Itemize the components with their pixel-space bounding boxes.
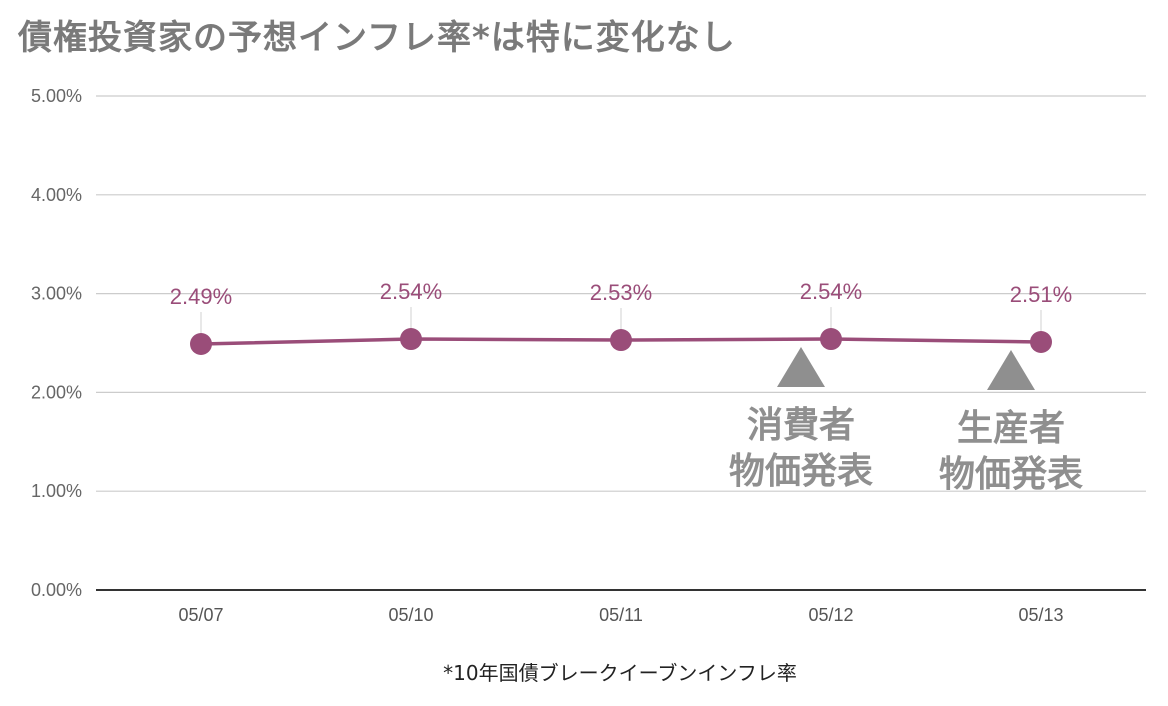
data-point	[610, 329, 632, 352]
annotation-text: 消費者	[747, 405, 855, 446]
y-tick-label: 0.00%	[31, 580, 82, 600]
x-tick-label: 05/07	[178, 605, 223, 625]
data-label: 2.54%	[380, 279, 442, 304]
y-tick-label: 1.00%	[31, 481, 82, 501]
series-line-group	[190, 328, 1052, 355]
x-tick-label: 05/11	[599, 605, 643, 625]
data-label-leaders	[200, 307, 1042, 334]
data-labels: 2.49% 2.54% 2.53% 2.54% 2.51%	[170, 279, 1072, 309]
x-axis-tick-labels: 05/07 05/10 05/11 05/12 05/13	[178, 605, 1063, 625]
data-point	[820, 328, 842, 351]
annotation-text: 生産者	[957, 408, 1065, 449]
data-point	[190, 332, 212, 355]
x-tick-label: 05/10	[388, 605, 433, 625]
y-tick-label: 2.00%	[31, 382, 82, 402]
chart-title: 債権投資家の予想インフレ率*は特に変化なし	[18, 18, 736, 58]
x-axis-label: *10年国債ブレークイーブンインフレ率	[443, 661, 797, 685]
annotation-text: 物価発表	[729, 451, 873, 492]
data-label: 2.54%	[800, 279, 862, 304]
data-label: 2.53%	[590, 280, 652, 305]
data-point	[1030, 331, 1052, 354]
data-point	[400, 328, 422, 351]
data-label: 2.49%	[170, 284, 232, 309]
x-tick-label: 05/13	[1018, 605, 1063, 625]
x-tick-label: 05/12	[808, 605, 853, 625]
y-axis-tick-labels: 0.00% 1.00% 2.00% 3.00% 4.00% 5.00%	[31, 86, 82, 600]
gridlines	[96, 95, 1146, 591]
up-triangle-marker	[987, 350, 1035, 391]
annotation-text: 物価発表	[939, 454, 1083, 495]
data-label: 2.51%	[1010, 282, 1072, 307]
up-triangle-marker	[777, 347, 825, 388]
y-tick-label: 5.00%	[31, 86, 82, 106]
y-tick-label: 4.00%	[31, 185, 82, 205]
y-tick-label: 3.00%	[31, 284, 82, 304]
